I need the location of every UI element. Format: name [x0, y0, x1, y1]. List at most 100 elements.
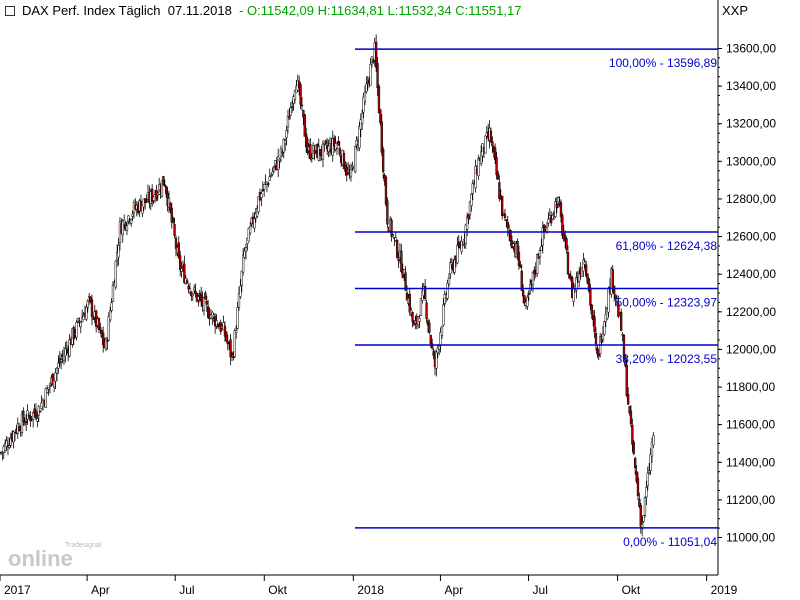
candle-body [390, 219, 393, 237]
candle-body [432, 351, 435, 356]
fib-label: 0,00% - 11051,04 [623, 535, 717, 549]
candle-body [18, 426, 21, 431]
candle-body [144, 198, 147, 204]
candle-body [268, 176, 271, 181]
candle-body [270, 175, 273, 177]
candle-body [299, 84, 302, 105]
candle-body [652, 435, 655, 446]
candle-body [470, 194, 473, 207]
candle-body [85, 307, 88, 320]
chart-header: DAX Perf. Index Täglich 07.11.2018 - O:1… [22, 3, 521, 18]
candle-body [183, 263, 186, 284]
candle-body [86, 300, 89, 308]
candle-body [76, 318, 80, 322]
candle-body [324, 140, 327, 144]
candle-body [460, 240, 463, 252]
candle-body [404, 272, 407, 291]
candle-body [400, 250, 403, 272]
candle-body [174, 237, 178, 249]
candle-body [523, 295, 526, 304]
candles [0, 34, 655, 537]
x-tick-label: Okt [268, 583, 287, 597]
candle-body [621, 333, 624, 336]
candle-body [643, 497, 647, 516]
candle-body [172, 218, 175, 223]
candle-body [90, 299, 94, 318]
candle-body [107, 316, 110, 341]
candle-body [193, 287, 196, 291]
candle-body [284, 140, 287, 145]
candle-body [554, 201, 557, 217]
candle-body [323, 142, 326, 145]
candle-body [12, 431, 15, 443]
candle-body [575, 277, 578, 291]
candle-body [235, 330, 238, 334]
candle-body [638, 498, 641, 507]
candle-body [79, 321, 82, 328]
candle-body [501, 195, 504, 216]
candle-body [418, 318, 421, 322]
candle-body [130, 219, 133, 224]
candle-body [379, 109, 382, 124]
candle-body [141, 205, 144, 214]
candle-body [386, 200, 389, 225]
candle-body [36, 418, 39, 422]
candle-body [502, 212, 505, 215]
y-tick-label: 12800,00 [726, 192, 776, 206]
x-tick-label: 2018 [357, 583, 384, 597]
candle-body [541, 227, 544, 246]
candle-body [419, 298, 423, 316]
ohlc-readout: - O:11542,09 H:11634,81 L:11532,34 C:115… [239, 3, 522, 18]
candle-body [551, 214, 554, 220]
candle-body [606, 308, 609, 320]
candle-body [215, 320, 218, 327]
candle-body [20, 414, 24, 433]
candle-body [88, 295, 91, 298]
candle-body [160, 180, 164, 197]
candle-body [117, 244, 120, 258]
candle-body [72, 327, 75, 340]
candle-body [62, 354, 66, 361]
candle-body [363, 91, 367, 102]
candle-body [106, 340, 109, 342]
x-tick-label: Jul [533, 583, 548, 597]
candle-body [649, 454, 652, 471]
candle-body [615, 301, 619, 304]
candle-body [620, 311, 623, 331]
candle-body [564, 235, 567, 241]
candle-body [555, 203, 558, 209]
candle-body [34, 410, 38, 419]
candle-body [396, 240, 399, 258]
symbol-label: XXP [722, 3, 749, 18]
candle-body [362, 96, 365, 113]
candle-body [51, 373, 54, 386]
candle-body [243, 250, 246, 258]
candle-body [202, 297, 206, 311]
candle-body [369, 64, 372, 86]
candle-body [442, 304, 445, 326]
candle-body [249, 225, 252, 234]
symbol-checkbox[interactable] [5, 6, 15, 16]
y-tick-label: 11200,00 [726, 493, 775, 507]
candle-body [125, 225, 129, 231]
candle-body [53, 379, 56, 388]
instrument-name: DAX Perf. Index Täglich [22, 3, 161, 18]
candle-body [111, 284, 115, 302]
x-tick-label: Jul [179, 583, 194, 597]
candle-body [467, 214, 470, 219]
y-tick-label: 13000,00 [726, 154, 776, 168]
candle-body [613, 286, 616, 294]
candle-body [187, 285, 190, 290]
candle-body [240, 270, 243, 286]
candle-body [491, 141, 494, 147]
candle-body [354, 146, 357, 172]
candle-body [355, 140, 358, 146]
candle-body [538, 250, 542, 258]
candle-body [520, 270, 523, 291]
candle-body [256, 208, 259, 217]
candle-body [225, 332, 228, 341]
candle-body [9, 438, 12, 446]
candle-body [271, 171, 274, 175]
candle-body [611, 269, 614, 289]
